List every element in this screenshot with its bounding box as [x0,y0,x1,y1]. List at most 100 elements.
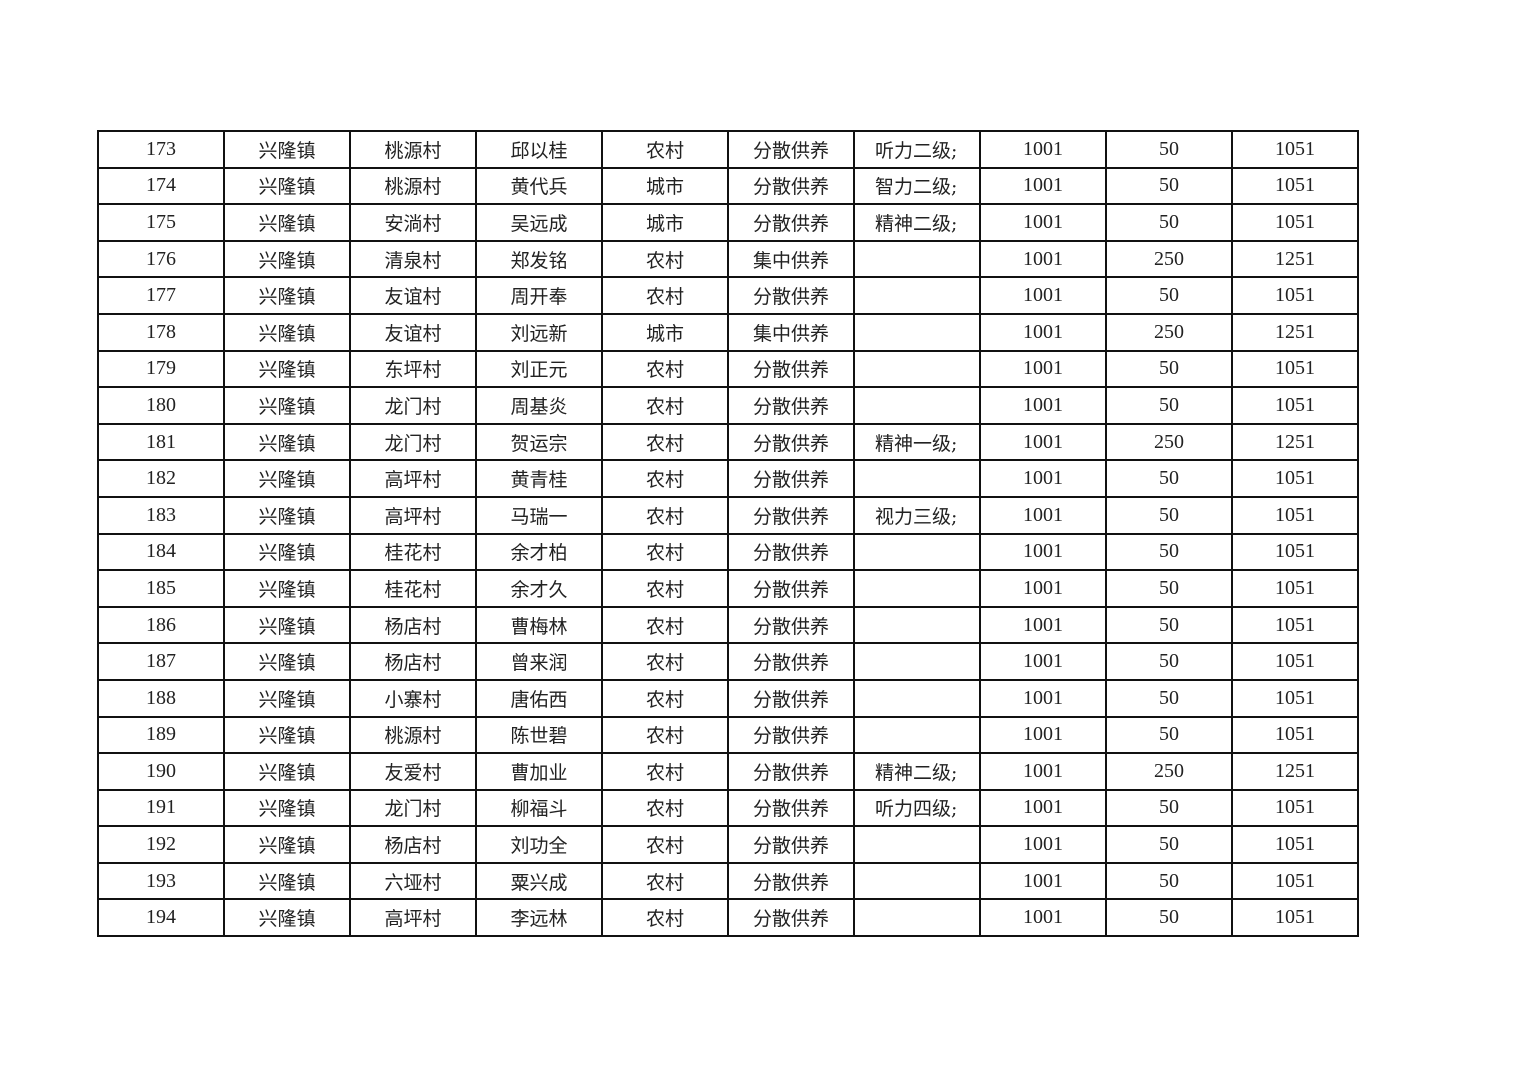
cell-amount-base: 1001 [979,861,1107,901]
cell-amount-total: 1051 [1231,203,1359,242]
table-row: 190 兴隆镇 友爱村 曹加业 农村 分散供养 精神二级; 1001 250 1251 [97,752,1359,791]
cell-amount-extra: 50 [1105,386,1233,425]
cell-village: 高坪村 [349,495,477,535]
cell-support-type: 分散供养 [727,130,855,169]
cell-residence-type: 农村 [601,276,729,315]
cell-amount-total: 1051 [1231,130,1359,169]
cell-row-number: 181 [97,422,225,462]
cell-amount-extra: 50 [1105,495,1233,535]
table-row: 175 兴隆镇 安淌村 吴远成 城市 分散供养 精神二级; 1001 50 1051 [97,203,1359,242]
cell-support-type: 分散供养 [727,678,855,718]
cell-town: 兴隆镇 [223,203,351,242]
table-row: 191 兴隆镇 龙门村 柳福斗 农村 分散供养 听力四级; 1001 50 1051 [97,788,1359,828]
cell-name: 余才久 [475,569,603,608]
cell-row-number: 174 [97,166,225,206]
cell-name: 郑发铭 [475,239,603,279]
cell-village: 桂花村 [349,569,477,608]
cell-amount-extra: 50 [1105,642,1233,681]
cell-disability [853,276,981,315]
cell-town: 兴隆镇 [223,276,351,315]
cell-name: 吴远成 [475,203,603,242]
cell-disability: 精神二级; [853,203,981,242]
cell-row-number: 186 [97,605,225,645]
cell-amount-extra: 250 [1105,312,1233,352]
cell-village: 桂花村 [349,532,477,572]
cell-support-type: 分散供养 [727,569,855,608]
cell-amount-extra: 50 [1105,715,1233,755]
table-row: 176 兴隆镇 清泉村 郑发铭 农村 集中供养 1001 250 1251 [97,239,1359,279]
table-row: 193 兴隆镇 六垭村 粟兴成 农村 分散供养 1001 50 1051 [97,861,1359,901]
cell-support-type: 分散供养 [727,788,855,828]
cell-town: 兴隆镇 [223,166,351,206]
cell-amount-extra: 50 [1105,166,1233,206]
cell-name: 余才柏 [475,532,603,572]
cell-amount-total: 1051 [1231,678,1359,718]
cell-town: 兴隆镇 [223,569,351,608]
cell-support-type: 分散供养 [727,276,855,315]
cell-name: 马瑞一 [475,495,603,535]
cell-village: 东坪村 [349,349,477,389]
cell-village: 龙门村 [349,788,477,828]
cell-name: 柳福斗 [475,788,603,828]
table-row: 192 兴隆镇 杨店村 刘功全 农村 分散供养 1001 50 1051 [97,825,1359,864]
cell-row-number: 173 [97,130,225,169]
cell-amount-base: 1001 [979,422,1107,462]
cell-name: 曾来润 [475,642,603,681]
cell-town: 兴隆镇 [223,752,351,791]
cell-row-number: 190 [97,752,225,791]
cell-residence-type: 农村 [601,130,729,169]
cell-residence-type: 农村 [601,569,729,608]
cell-village: 友爱村 [349,752,477,791]
cell-village: 龙门村 [349,386,477,425]
cell-town: 兴隆镇 [223,422,351,462]
table-body: 173 兴隆镇 桃源村 邱以桂 农村 分散供养 听力二级; 1001 50 1051 174 兴隆镇桃… [97,130,1359,938]
cell-amount-base: 1001 [979,459,1107,498]
cell-disability: 精神二级; [853,752,981,791]
cell-name: 贺运宗 [475,422,603,462]
cell-amount-base: 1001 [979,276,1107,315]
cell-residence-type: 城市 [601,203,729,242]
cell-residence-type: 农村 [601,861,729,901]
cell-name: 粟兴成 [475,861,603,901]
cell-support-type: 分散供养 [727,605,855,645]
cell-disability [853,715,981,755]
cell-amount-base: 1001 [979,715,1107,755]
cell-amount-extra: 50 [1105,825,1233,864]
cell-amount-base: 1001 [979,642,1107,681]
cell-disability [853,678,981,718]
cell-support-type: 分散供养 [727,861,855,901]
cell-amount-total: 1251 [1231,752,1359,791]
cell-support-type: 分散供养 [727,166,855,206]
cell-support-type: 集中供养 [727,312,855,352]
cell-amount-total: 1051 [1231,495,1359,535]
cell-name: 刘正元 [475,349,603,389]
cell-residence-type: 农村 [601,788,729,828]
cell-amount-total: 1051 [1231,825,1359,864]
cell-row-number: 177 [97,276,225,315]
cell-row-number: 194 [97,898,225,938]
cell-disability: 精神一级; [853,422,981,462]
cell-town: 兴隆镇 [223,605,351,645]
cell-town: 兴隆镇 [223,715,351,755]
table-row: 174 兴隆镇 桃源村 黄代兵 城市 分散供养 智力二级; 1001 50 1051 [97,166,1359,206]
cell-disability [853,861,981,901]
cell-residence-type: 城市 [601,312,729,352]
cell-amount-total: 1051 [1231,349,1359,389]
cell-amount-total: 1051 [1231,386,1359,425]
table-row: 173 兴隆镇 桃源村 邱以桂 农村 分散供养 听力二级; 1001 50 1051 [97,130,1359,169]
cell-disability [853,239,981,279]
beneficiary-table: 173 兴隆镇 桃源村 邱以桂 农村 分散供养 听力二级; 1001 50 1051 174 兴隆镇桃… [97,130,1359,938]
cell-amount-total: 1051 [1231,532,1359,572]
cell-amount-extra: 50 [1105,605,1233,645]
cell-residence-type: 农村 [601,752,729,791]
cell-name: 陈世碧 [475,715,603,755]
cell-row-number: 183 [97,495,225,535]
cell-amount-base: 1001 [979,130,1107,169]
cell-village: 安淌村 [349,203,477,242]
cell-residence-type: 农村 [601,678,729,718]
cell-amount-base: 1001 [979,605,1107,645]
cell-support-type: 分散供养 [727,898,855,938]
cell-name: 周开奉 [475,276,603,315]
cell-amount-base: 1001 [979,166,1107,206]
cell-amount-extra: 250 [1105,239,1233,279]
